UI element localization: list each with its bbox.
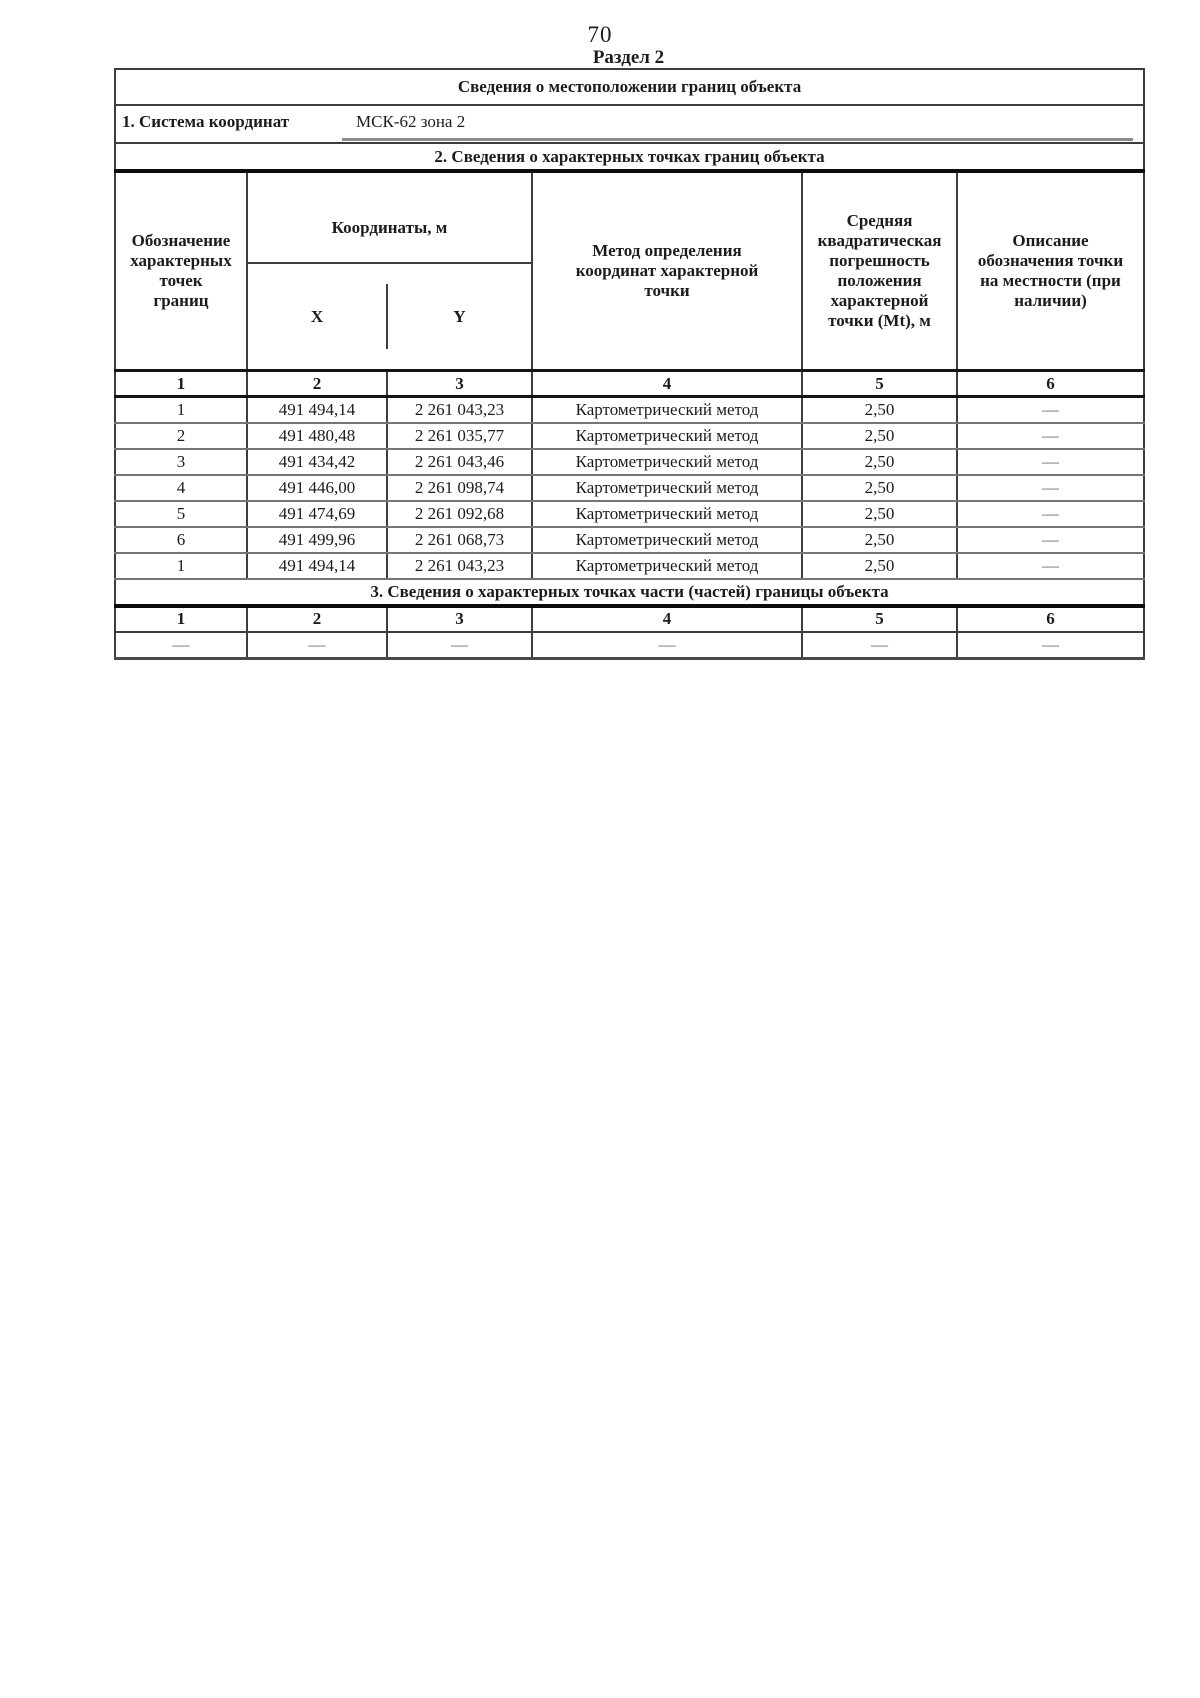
column-number: 6 [955,605,1146,633]
cell-point-number: 1 [114,552,248,580]
cell-point-number: 5 [114,500,248,528]
empty-cell: — [246,631,388,660]
cell-mt: 2,50 [801,448,958,476]
section2-heading: 2. Сведения о характерных точках границ … [113,143,1146,173]
cell-description: — [955,500,1146,528]
column-number: 4 [531,605,803,633]
column-number: 5 [801,369,958,398]
empty-cell: — [531,631,803,660]
header-coordinates-axes: X Y [249,284,530,349]
section3-column-numbers-row: 1 2 3 4 5 6 [114,605,1146,633]
cell-y: 2 261 068,73 [386,526,533,554]
cell-description: — [955,396,1146,424]
cell-description: — [955,422,1146,450]
column-number: 2 [246,369,388,398]
column-number: 4 [531,369,803,398]
boundaries-table: Сведения о местоположении границ объекта… [113,68,1146,660]
header-method: Метод определения координат характерной … [531,171,803,371]
table-header-row: Обозначение характерных точек границ Коо… [114,171,1146,371]
cell-method: Картометрический метод [531,552,803,580]
empty-row: — — — — — — [114,631,1146,660]
empty-cell: — [955,631,1146,660]
cell-y: 2 261 043,23 [386,552,533,580]
section2-heading-row: 2. Сведения о характерных точках границ … [113,143,1146,173]
cell-method: Картометрический метод [531,500,803,528]
cell-y: 2 261 098,74 [386,474,533,502]
cell-description: — [955,526,1146,554]
cell-y: 2 261 092,68 [386,500,533,528]
cell-mt: 2,50 [801,526,958,554]
table-row: 3 491 434,42 2 261 043,46 Картометрическ… [114,448,1146,476]
empty-cell: — [114,631,248,660]
column-number: 1 [114,605,248,633]
column-number: 3 [386,605,533,633]
table-row: 2 491 480,48 2 261 035,77 Картометрическ… [114,422,1146,450]
section-label: Раздел 2 [592,47,665,68]
cell-method: Картометрический метод [531,396,803,424]
column-numbers-row: 1 2 3 4 5 6 [114,369,1146,398]
cell-description: — [955,474,1146,502]
section3-heading: 3. Сведения о характерных точках части (… [113,577,1146,608]
cell-x: 491 499,96 [246,526,388,554]
header-y: Y [386,284,530,349]
cell-point-number: 2 [114,422,248,450]
cell-x: 491 480,48 [246,422,388,450]
cell-y: 2 261 043,46 [386,448,533,476]
column-number: 3 [386,369,533,398]
coordinate-system-row: 1. Система координат МСК-62 зона 2 [113,105,1146,144]
column-number: 2 [246,605,388,633]
header-description: Описание обозначения точки на местности … [955,171,1146,371]
cell-x: 491 434,42 [246,448,388,476]
cell-mt: 2,50 [801,552,958,580]
cell-point-number: 6 [114,526,248,554]
cell-x: 491 474,69 [246,500,388,528]
column-number: 5 [801,605,958,633]
page-number: 70 [587,22,613,47]
header-x: X [310,306,324,326]
table-row: 1 491 494,14 2 261 043,23 Картометрическ… [114,552,1146,580]
table-row: 6 491 499,96 2 261 068,73 Картометрическ… [114,526,1146,554]
coordinate-system-value: МСК-62 зона 2 [342,112,1134,141]
cell-y: 2 261 035,77 [386,422,533,450]
empty-cell: — [386,631,533,660]
cell-point-number: 1 [114,396,248,424]
column-number: 1 [114,369,248,398]
header-designation: Обозначение характерных точек границ [114,171,248,371]
header-error: Средняя квадратическая погрешность полож… [801,171,958,371]
cell-mt: 2,50 [801,396,958,424]
table-title-row: Сведения о местоположении границ объекта [113,68,1146,106]
section3-heading-row: 3. Сведения о характерных точках части (… [113,577,1146,608]
cell-method: Картометрический метод [531,448,803,476]
cell-point-number: 3 [114,448,248,476]
cell-x: 491 494,14 [246,396,388,424]
table-title: Сведения о местоположении границ объекта [113,68,1146,106]
column-number: 6 [955,369,1146,398]
table-row: 1 491 494,14 2 261 043,23 Картометрическ… [114,396,1146,424]
cell-method: Картометрический метод [531,474,803,502]
cell-y: 2 261 043,23 [386,396,533,424]
empty-cell: — [801,631,958,660]
cell-x: 491 494,14 [246,552,388,580]
cell-mt: 2,50 [801,422,958,450]
cell-description: — [955,552,1146,580]
cell-mt: 2,50 [801,500,958,528]
cell-point-number: 4 [114,474,248,502]
coordinate-system-line: 1. Система координат МСК-62 зона 2 [117,112,1142,141]
cell-description: — [955,448,1146,476]
coordinate-system-label: 1. Система координат [122,112,290,131]
cell-method: Картометрический метод [531,422,803,450]
table-row: 4 491 446,00 2 261 098,74 Картометрическ… [114,474,1146,502]
cell-x: 491 446,00 [246,474,388,502]
cell-method: Картометрический метод [531,526,803,554]
table-row: 5 491 474,69 2 261 092,68 Картометрическ… [114,500,1146,528]
cell-mt: 2,50 [801,474,958,502]
header-coordinates: Координаты, м [249,193,530,264]
